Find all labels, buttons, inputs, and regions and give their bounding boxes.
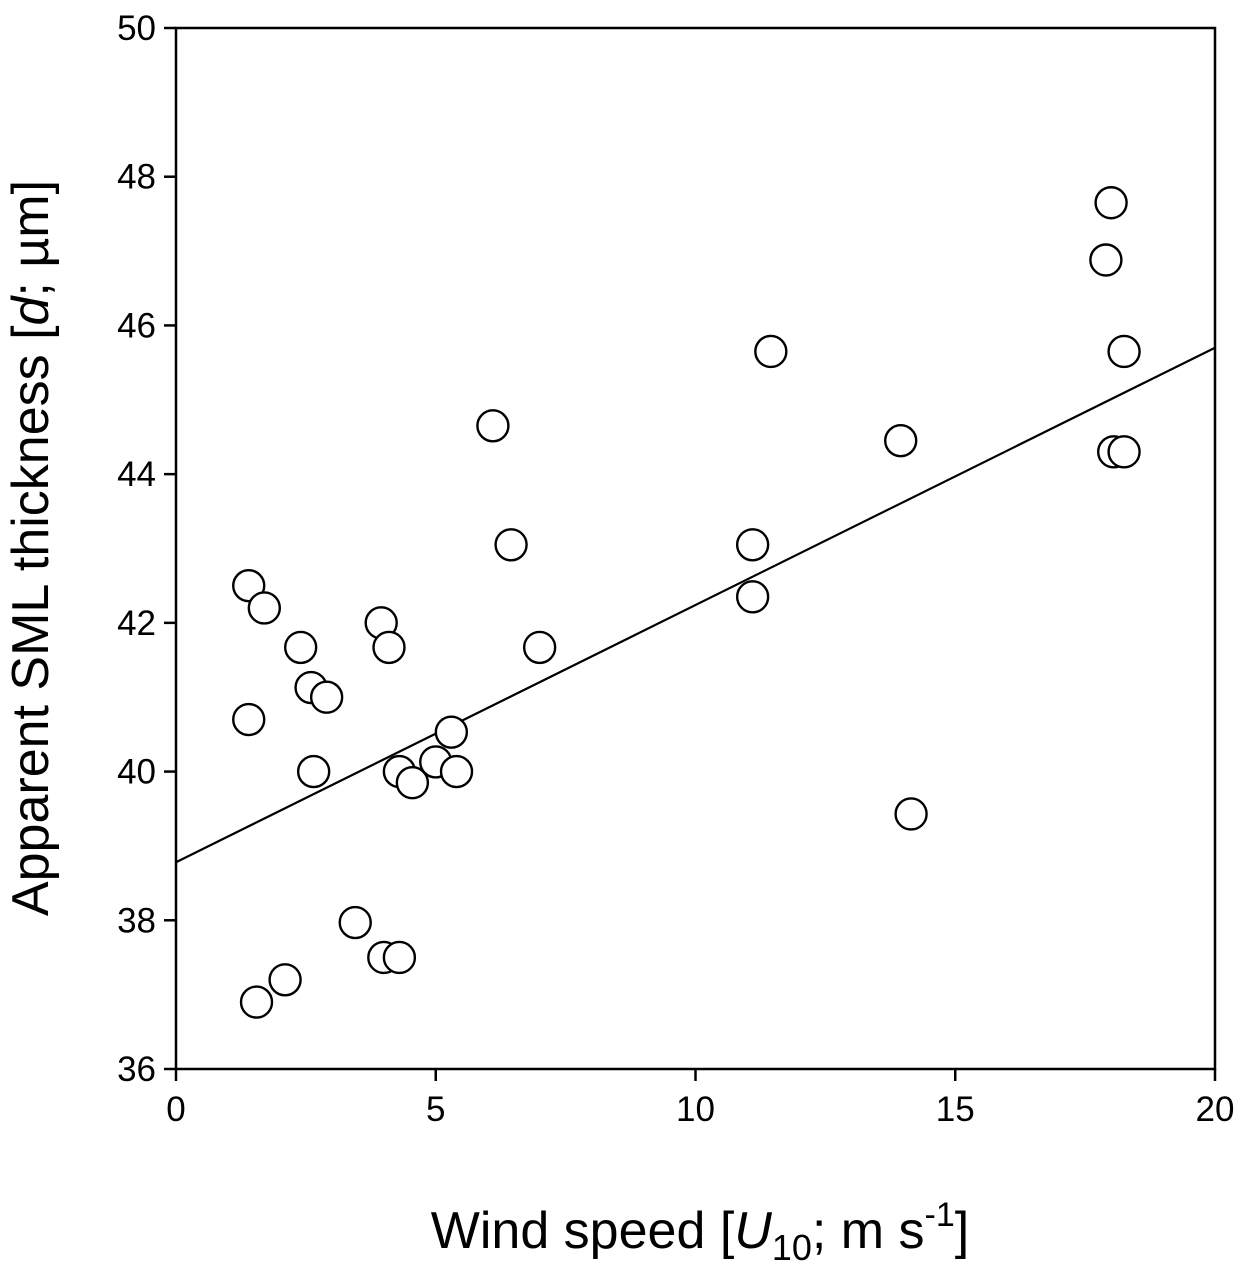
data-point	[735, 528, 770, 562]
data-point	[1089, 243, 1123, 277]
data-point	[338, 905, 372, 940]
x-tick-label: 0	[166, 1090, 185, 1129]
y-tick-label: 50	[117, 9, 156, 48]
data-point	[884, 423, 918, 458]
data-point	[1107, 435, 1141, 469]
regression-line	[175, 346, 1216, 864]
x-axis-title-suffix: ]	[955, 1202, 969, 1260]
data-point	[309, 680, 344, 714]
y-axis-title-suffix: ; µm]	[2, 180, 60, 297]
data-point	[1107, 334, 1141, 369]
y-tick-label: 44	[117, 455, 156, 494]
x-axis-title-middle: ; m s	[812, 1202, 925, 1260]
data-point	[239, 985, 274, 1019]
data-point	[283, 630, 318, 665]
x-axis-title-prefix: Wind speed [	[431, 1202, 735, 1260]
plot-area-frame	[174, 26, 1217, 1071]
data-point	[754, 334, 788, 369]
data-point	[395, 766, 430, 800]
y-tick-label: 38	[117, 901, 156, 940]
x-axis-title: Wind speed [U10; m s-1]	[431, 1196, 969, 1268]
axes	[174, 26, 1217, 1071]
data-point	[494, 528, 528, 562]
data-point	[247, 591, 282, 625]
x-tick-label: 10	[676, 1090, 715, 1129]
y-tick-label: 48	[117, 158, 156, 197]
data-point	[735, 580, 770, 614]
y-axis-title-variable: d	[2, 294, 60, 325]
data-point	[439, 754, 474, 789]
data-point	[476, 409, 510, 443]
x-tick-label: 20	[1196, 1090, 1235, 1129]
data-point	[434, 715, 469, 749]
data-point	[1094, 186, 1128, 220]
x-axis-title-subscript: 10	[772, 1227, 812, 1268]
data-point	[296, 754, 331, 789]
y-tick-label: 42	[117, 604, 156, 643]
x-tick-label: 15	[936, 1090, 975, 1129]
y-tick-label: 46	[117, 306, 156, 345]
data-point	[522, 630, 557, 665]
y-axis-title: Apparent SML thickness [d; µm]	[2, 180, 60, 916]
y-tick-label: 36	[117, 1050, 156, 1089]
data-point	[372, 630, 406, 665]
data-point	[382, 940, 417, 975]
data-point	[232, 702, 266, 737]
x-axis-title-superscript: -1	[925, 1196, 955, 1234]
x-tick-label: 5	[426, 1090, 445, 1129]
data-point	[894, 797, 928, 831]
data-points	[232, 186, 1141, 1019]
ticks: 0 5 10 15 20 36 38 40 42 44 46 48 50	[117, 9, 1234, 1129]
data-point	[268, 963, 302, 997]
y-tick-label: 40	[117, 753, 156, 792]
x-axis-title-variable: U	[734, 1202, 772, 1260]
y-axis-title-prefix: Apparent SML thickness [	[2, 325, 60, 916]
